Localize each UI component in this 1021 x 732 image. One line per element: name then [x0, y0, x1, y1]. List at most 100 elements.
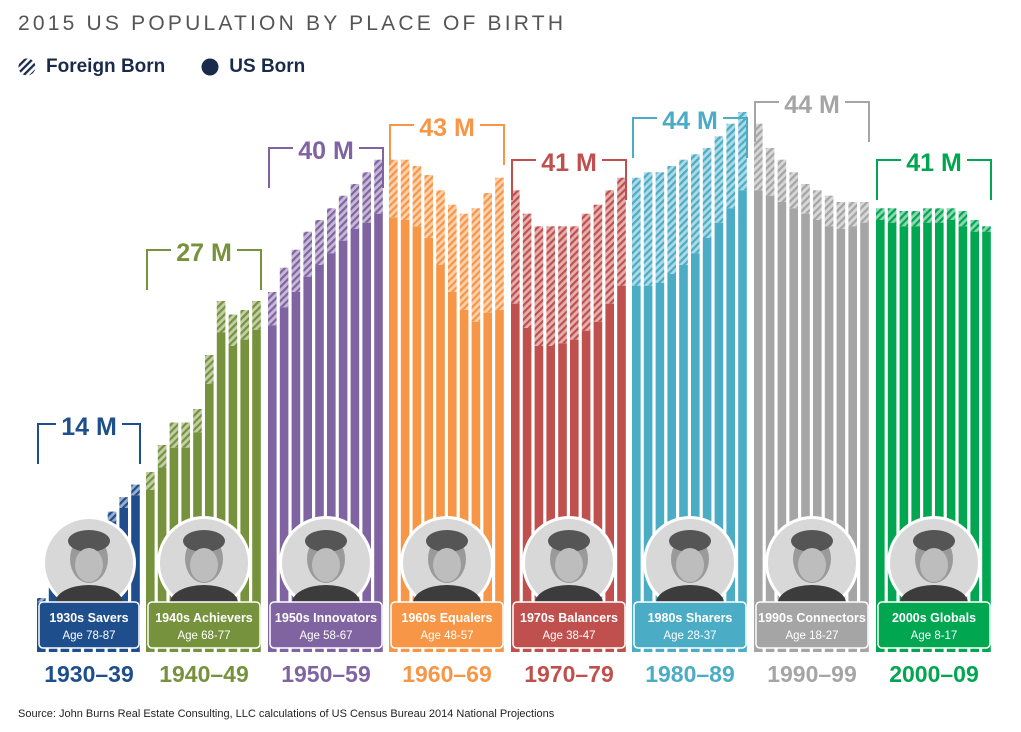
young-man-portrait [643, 516, 737, 621]
bar-us-born [362, 222, 371, 652]
bar-foreign-born [327, 208, 336, 254]
bar-foreign-born [899, 211, 909, 227]
bracket-left [876, 159, 901, 200]
cohort-name: 1980s Sharers [648, 611, 733, 625]
cohort-age: Age 8-17 [911, 630, 958, 642]
bar-foreign-born [655, 172, 665, 283]
x-tick-label: 1940–49 [159, 661, 249, 687]
bar-us-born [643, 285, 653, 652]
bar-us-born [691, 253, 700, 653]
bar-us-born [911, 226, 920, 653]
bar-foreign-born [315, 220, 324, 265]
bar-foreign-born [970, 220, 979, 232]
bar-us-born [765, 195, 775, 652]
bracket-right [723, 117, 748, 158]
bar-foreign-born [558, 226, 567, 344]
bracket-right [122, 423, 141, 464]
cohort-group: 41 M 1970s Balancers Age 38-47 1970–79 [511, 149, 627, 687]
bar-us-born [789, 208, 798, 653]
bar-foreign-born [268, 292, 277, 326]
bar-us-born [471, 321, 481, 652]
cohort-group: 41 M 2000s Globals Age 8-17 2000–09 [876, 149, 992, 687]
bar-us-born [327, 253, 336, 653]
bar-foreign-born [131, 484, 140, 496]
bar-us-born [436, 265, 445, 652]
bar-foreign-born [789, 172, 798, 209]
bar-foreign-born [946, 208, 956, 220]
cohort-age: Age 68-77 [177, 630, 230, 642]
bar-foreign-born [876, 208, 885, 220]
bar-us-born [876, 220, 885, 652]
bar-us-born [777, 202, 787, 652]
bar-foreign-born [754, 123, 763, 191]
bar-foreign-born [146, 472, 155, 490]
bar-foreign-born [958, 211, 968, 227]
cohort-age: Age 78-87 [62, 630, 115, 642]
bar-foreign-born [935, 208, 944, 223]
bar-us-born [801, 213, 810, 652]
cohort-name: 1960s Equalers [401, 611, 492, 625]
bar-foreign-born [570, 226, 579, 340]
bar-foreign-born [157, 445, 167, 468]
bar-us-born [495, 310, 504, 652]
cohort-name: 1940s Achievers [155, 611, 253, 625]
total-label: 27 M [176, 239, 232, 267]
bar-us-born [887, 222, 897, 652]
bar-us-born [303, 276, 312, 652]
bar-us-born [593, 321, 603, 652]
bar-foreign-born [389, 159, 398, 218]
bar-us-born [483, 312, 492, 652]
bracket-left [37, 423, 56, 464]
x-tick-label: 2000–09 [889, 661, 979, 687]
bar-us-born [315, 265, 324, 652]
bar-foreign-born [37, 598, 46, 603]
bar-us-born [546, 346, 555, 652]
cohort-group: 14 M 1930s Savers Age 78-87 1930–39 [37, 413, 141, 687]
cohort-name: 1950s Innovators [275, 611, 377, 625]
x-tick-label: 1990–99 [767, 661, 857, 687]
bar-us-born [655, 283, 665, 652]
cohort-box [633, 601, 747, 649]
bar-us-born [268, 325, 277, 652]
x-tick-label: 1970–79 [524, 661, 614, 687]
cohort-age: Age 38-47 [542, 630, 595, 642]
bar-foreign-born [459, 213, 469, 310]
bracket-right [480, 124, 505, 165]
bar-us-born [714, 222, 724, 652]
total-label: 44 M [662, 107, 718, 135]
x-tick-label: 1950–59 [281, 661, 371, 687]
bar-us-born [946, 220, 956, 652]
bracket-left [389, 124, 414, 165]
population-bar-chart: 14 M 1930s Savers Age 78-87 1930–39 27 M 1940… [37, 91, 992, 687]
bar-us-born [534, 346, 544, 652]
cohort-box [512, 601, 626, 649]
bar-foreign-born [702, 148, 712, 238]
bar-us-born [632, 285, 641, 652]
cohort-box [877, 601, 991, 649]
bar-foreign-born [911, 211, 920, 227]
bar-us-born [923, 222, 932, 652]
cohort-group: 27 M 1940s Achievers Age 68-77 1940–49 [146, 239, 262, 687]
total-label: 14 M [61, 413, 117, 441]
bar-foreign-born [617, 177, 626, 286]
bar-foreign-born [436, 190, 445, 265]
bar-us-born [605, 303, 614, 652]
total-label: 44 M [784, 91, 840, 119]
bar-foreign-born [303, 231, 312, 277]
bar-foreign-born [836, 202, 846, 229]
legend-label-us-born: US Born [229, 56, 306, 77]
bar-foreign-born [169, 422, 179, 448]
cohort-age: Age 18-27 [785, 630, 838, 642]
bar-us-born [738, 190, 747, 653]
man-with-glasses-suit-portrait [279, 516, 373, 621]
cohort-box [38, 601, 140, 649]
bar-foreign-born [205, 355, 214, 384]
total-label: 40 M [298, 137, 354, 165]
bracket-right [845, 101, 870, 142]
total-label: 41 M [541, 149, 597, 177]
legend-item-foreign-born: Foreign Born [18, 56, 165, 78]
total-label: 43 M [419, 114, 475, 142]
bar-foreign-born [848, 202, 857, 227]
bar-foreign-born [887, 208, 897, 223]
bar-us-born [412, 226, 422, 653]
